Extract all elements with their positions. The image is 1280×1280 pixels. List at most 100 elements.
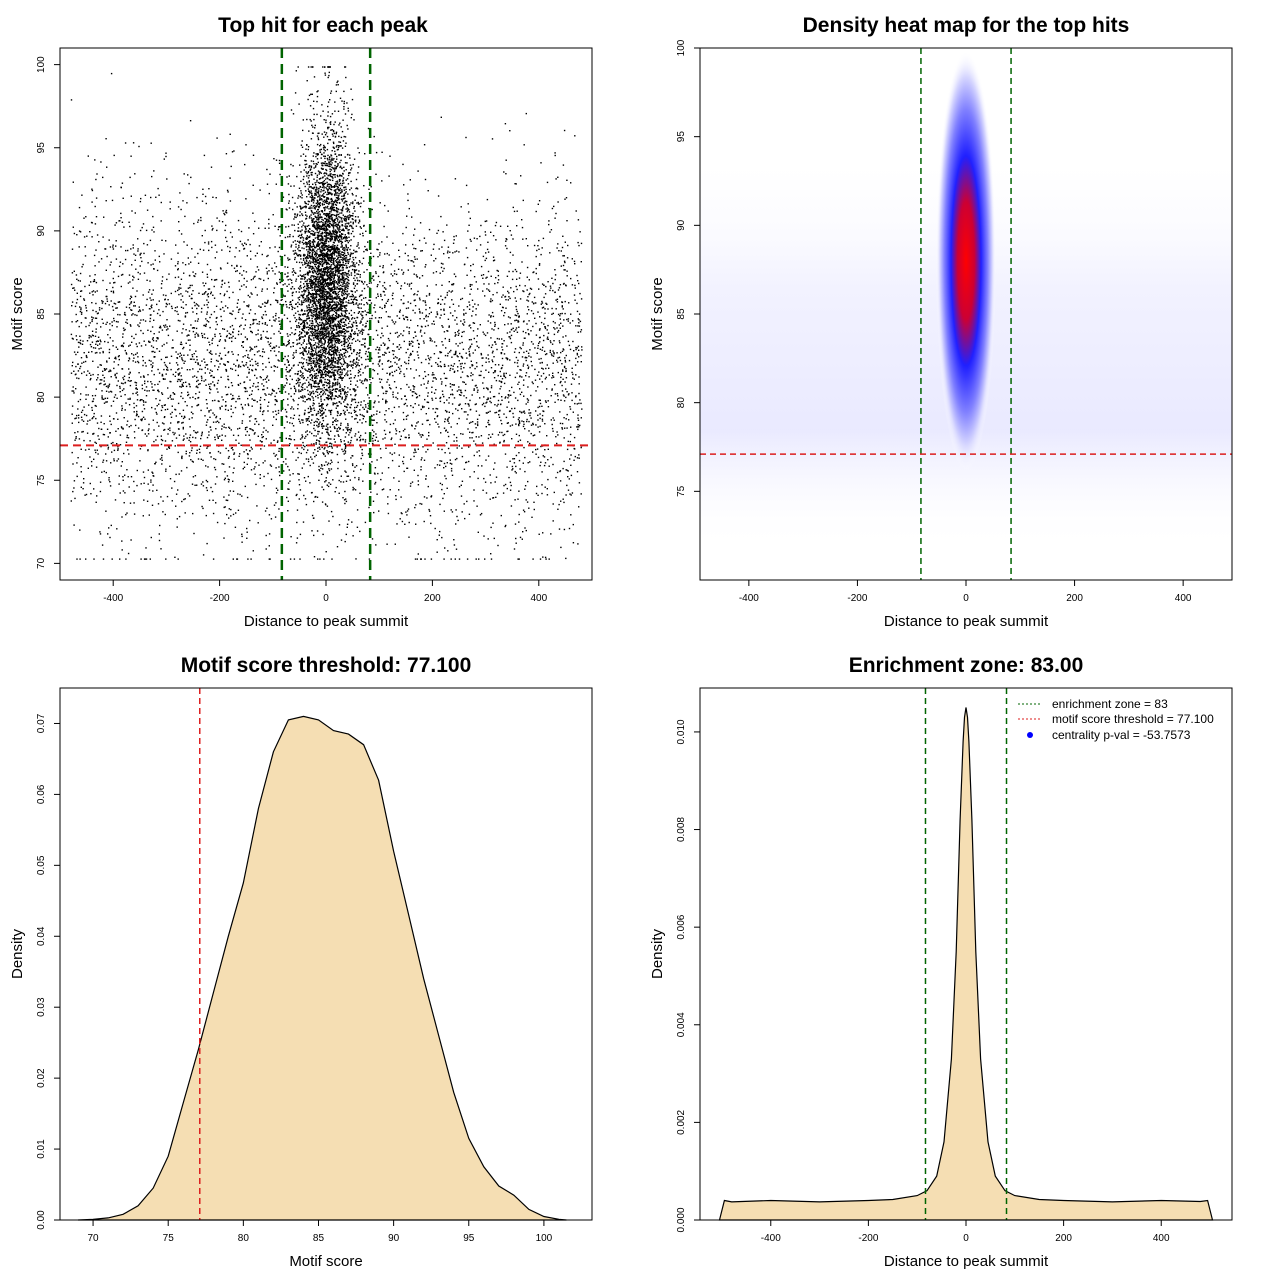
scatter-point	[174, 445, 176, 447]
scatter-point	[213, 385, 216, 387]
scatter-point	[136, 314, 138, 317]
scatter-point	[82, 263, 84, 266]
scatter-point	[414, 403, 416, 405]
scatter-point	[420, 459, 422, 461]
scatter-point	[206, 436, 209, 439]
scatter-point	[402, 334, 404, 337]
scatter-point	[458, 332, 460, 335]
scatter-point	[202, 554, 205, 556]
scatter-point	[526, 299, 528, 301]
scatter-point	[106, 428, 109, 430]
scatter-point	[98, 241, 100, 243]
scatter-point	[538, 431, 541, 433]
scatter-point	[122, 273, 124, 276]
scatter-point	[103, 216, 105, 218]
scatter-point	[499, 409, 501, 412]
scatter-point	[211, 374, 213, 377]
scatter-point	[178, 515, 181, 518]
scatter-point	[420, 384, 422, 386]
scatter-point	[359, 439, 361, 442]
scatter-point	[443, 372, 445, 375]
scatter-point	[256, 323, 258, 325]
scatter-point	[546, 329, 548, 331]
scatter-point	[361, 331, 364, 334]
scatter-point	[413, 451, 415, 454]
scatter-point	[329, 345, 331, 347]
scatter-point	[250, 279, 253, 281]
scatter-point	[193, 430, 195, 432]
scatter-point	[464, 403, 467, 405]
scatter-point	[567, 489, 570, 491]
scatter-point	[286, 306, 288, 308]
scatter-point	[569, 433, 572, 436]
scatter-point	[255, 318, 257, 321]
scatter-point	[377, 256, 379, 258]
scatter-point	[442, 393, 444, 396]
scatter-point	[255, 386, 257, 388]
scatter-point	[509, 262, 511, 264]
scatter-point	[173, 433, 175, 436]
scatter-point	[522, 425, 525, 428]
scatter-point	[182, 323, 185, 325]
scatter-point	[253, 433, 256, 435]
scatter-point	[266, 387, 269, 389]
scatter-point	[492, 360, 494, 363]
scatter-point	[288, 200, 290, 202]
scatter-point	[247, 558, 249, 560]
scatter-point	[350, 180, 352, 183]
scatter-point	[574, 402, 576, 405]
scatter-point	[513, 462, 516, 464]
scatter-point	[100, 364, 102, 366]
scatter-point	[404, 282, 406, 284]
scatter-point	[426, 438, 428, 440]
scatter-point	[251, 369, 254, 372]
scatter-point	[262, 462, 264, 464]
scatter-point	[389, 332, 392, 335]
scatter-point	[186, 335, 188, 337]
scatter-point	[576, 352, 578, 355]
scatter-point	[565, 285, 567, 287]
scatter-point	[547, 324, 549, 327]
scatter-point	[266, 337, 268, 339]
scatter-point	[519, 272, 522, 274]
scatter-point	[546, 364, 548, 366]
scatter-point	[292, 357, 294, 359]
scatter-point	[242, 313, 244, 315]
scatter-point	[517, 359, 519, 362]
scatter-point	[283, 344, 285, 346]
scatter-point	[578, 356, 580, 358]
scatter-point	[239, 382, 242, 385]
scatter-point	[241, 274, 243, 276]
scatter-point	[398, 344, 401, 346]
scatter-point	[120, 426, 123, 428]
scatter-point	[545, 376, 547, 379]
scatter-point	[273, 439, 275, 441]
scatter-point	[396, 363, 398, 365]
scatter-point	[244, 319, 247, 321]
scatter-point	[353, 337, 355, 340]
scatter-point	[383, 429, 386, 432]
scatter-point	[346, 406, 348, 409]
scatter-point	[86, 340, 89, 342]
scatter-point	[448, 326, 450, 328]
scatter-point	[469, 437, 471, 439]
scatter-point	[293, 393, 296, 395]
scatter-point	[471, 437, 473, 439]
scatter-point	[288, 343, 290, 345]
scatter-point	[188, 495, 191, 497]
scatter-point	[192, 376, 194, 378]
scatter-point	[451, 290, 454, 292]
scatter-point	[548, 223, 550, 226]
scatter-point	[354, 199, 356, 201]
scatter-point	[359, 322, 361, 324]
scatter-point	[302, 363, 304, 365]
scatter-point	[496, 337, 499, 340]
scatter-point	[214, 438, 216, 441]
scatter-point	[240, 285, 243, 287]
scatter-point	[400, 333, 402, 335]
scatter-point	[401, 512, 403, 515]
scatter-point	[377, 472, 379, 475]
scatter-point	[164, 428, 166, 431]
scatter-point	[265, 336, 267, 338]
scatter-point	[457, 519, 459, 522]
